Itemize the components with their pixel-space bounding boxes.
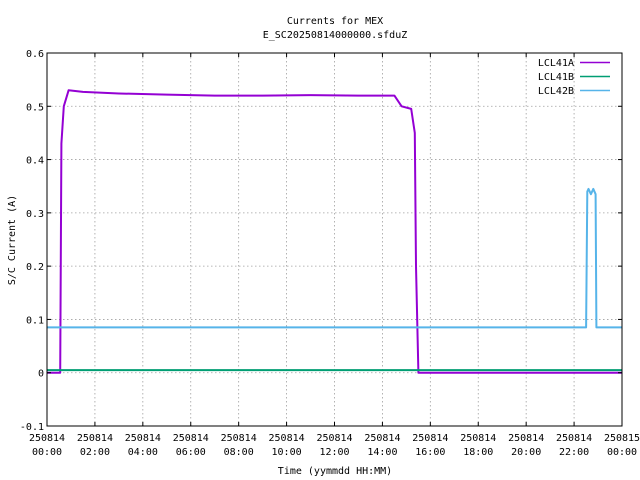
x-tick-time: 04:00 [128,447,158,458]
x-tick-date: 250814 [221,433,257,444]
x-tick-time: 00:00 [32,447,62,458]
x-tick-time: 00:00 [607,447,637,458]
legend-label-lcl41a: LCL41A [538,58,574,69]
series-lcl42b-line [47,187,622,329]
x-tick-date: 250814 [125,433,161,444]
x-tick-date: 250814 [460,433,496,444]
axis-ticks: -0.1 0 0.1 0.2 0.3 0.4 0.5 0.6 250814 00:00 250814… [20,49,640,458]
x-tick-time: 14:00 [367,447,397,458]
series-lines [47,89,622,374]
legend-label-lcl42b: LCL42B [538,86,574,97]
legend: LCL41A LCL41B LCL42B [538,58,610,97]
x-tick-date: 250814 [364,433,400,444]
x-tick-date: 250814 [29,433,65,444]
x-tick-date: 250814 [508,433,544,444]
x-tick-date: 250814 [77,433,113,444]
y-tick-label: -0.1 [20,422,44,433]
x-tick-time: 10:00 [272,447,302,458]
x-tick-time: 02:00 [80,447,110,458]
y-tick-label: 0.2 [26,262,44,273]
x-tick-date: 250814 [173,433,209,444]
y-tick-label: 0.6 [26,49,44,60]
x-axis-label: Time (yymmdd HH:MM) [278,466,392,477]
x-tick-time: 18:00 [463,447,493,458]
x-tick-time: 12:00 [319,447,349,458]
x-tick-date: 250814 [412,433,448,444]
y-axis-label: S/C Current (A) [7,195,18,285]
x-tick-date: 250814 [556,433,592,444]
legend-label-lcl41b: LCL41B [538,72,574,83]
y-tick-label: 0 [38,369,44,380]
x-tick-date: 250814 [316,433,352,444]
x-tick-time: 08:00 [224,447,254,458]
chart-subtitle: E_SC20250814000000.sfduZ [263,30,408,41]
series-lcl41a-line [47,89,622,374]
x-tick-date: 250815 [604,433,640,444]
x-tick-date: 250814 [269,433,305,444]
chart-title: Currents for MEX [287,16,383,27]
y-tick-label: 0.5 [26,102,44,113]
y-tick-label: 0.3 [26,209,44,220]
x-tick-time: 22:00 [559,447,589,458]
y-tick-label: 0.4 [26,156,44,167]
y-tick-label: 0.1 [26,315,44,326]
x-tick-time: 20:00 [511,447,541,458]
x-tick-time: 06:00 [176,447,206,458]
x-tick-time: 16:00 [415,447,445,458]
